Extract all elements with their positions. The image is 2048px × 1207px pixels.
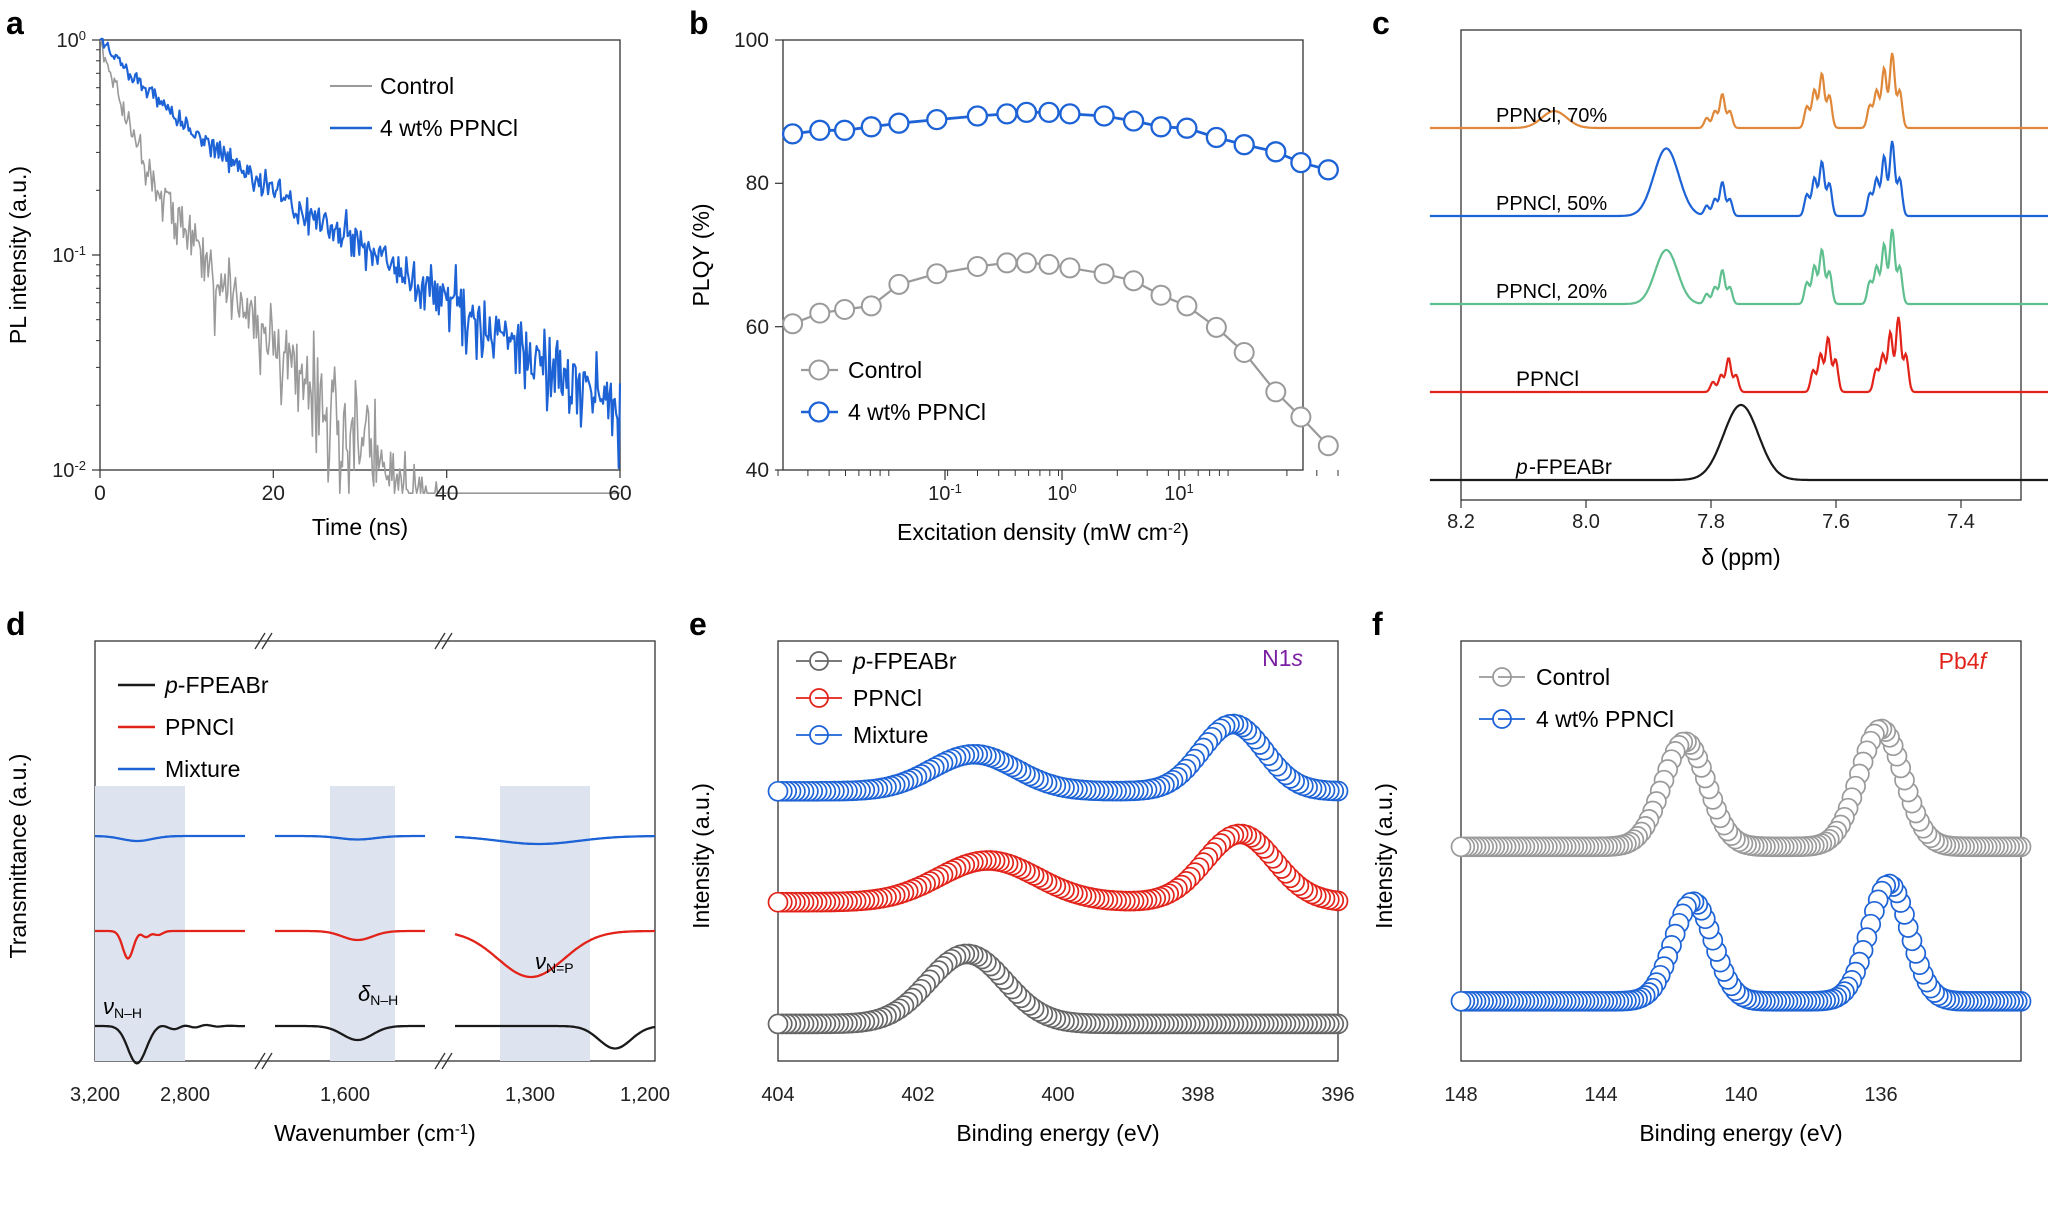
svg-text:p-FPEABr: p-FPEABr [852, 648, 957, 674]
svg-text:4 wt% PPNCl: 4 wt% PPNCl [848, 399, 986, 425]
svg-text:d: d [6, 606, 26, 642]
svg-text:Mixture: Mixture [165, 756, 240, 782]
svg-text:140: 140 [1724, 1084, 1757, 1106]
svg-text:1,200: 1,200 [620, 1084, 670, 1106]
svg-text:p: p [1515, 456, 1528, 479]
svg-text:Intensity (a.u.): Intensity (a.u.) [688, 783, 714, 929]
svg-text:p-FPEABr: p-FPEABr [164, 672, 269, 698]
svg-text:PLQY (%): PLQY (%) [688, 203, 714, 306]
svg-text:Binding energy (eV): Binding energy (eV) [956, 1120, 1159, 1146]
svg-text:f: f [1372, 606, 1383, 642]
svg-text:PPNCl, 20%: PPNCl, 20% [1496, 281, 1607, 303]
svg-text:4 wt% PPNCl: 4 wt% PPNCl [1536, 706, 1674, 732]
svg-text:Intensity (a.u.): Intensity (a.u.) [1371, 783, 1397, 929]
svg-text:Pb4f: Pb4f [1939, 648, 1989, 674]
svg-text:N1s: N1s [1262, 645, 1303, 671]
svg-text:8.0: 8.0 [1572, 511, 1600, 533]
svg-text:Mixture: Mixture [853, 722, 928, 748]
svg-text:b: b [689, 5, 709, 41]
svg-text:148: 148 [1444, 1084, 1477, 1106]
svg-text:7.4: 7.4 [1947, 511, 1975, 533]
svg-text:PPNCl: PPNCl [165, 714, 234, 740]
svg-text:8.2: 8.2 [1447, 511, 1475, 533]
svg-text:PL intensity (a.u.): PL intensity (a.u.) [5, 166, 31, 344]
svg-text:60: 60 [608, 482, 631, 505]
svg-text:396: 396 [1321, 1084, 1354, 1106]
svg-text:100: 100 [1047, 481, 1076, 505]
svg-text:1,300: 1,300 [505, 1084, 555, 1106]
svg-text:2,800: 2,800 [160, 1084, 210, 1106]
svg-text:7.8: 7.8 [1697, 511, 1725, 533]
svg-text:80: 80 [746, 172, 769, 195]
svg-text:7.6: 7.6 [1822, 511, 1850, 533]
svg-text:402: 402 [901, 1084, 934, 1106]
svg-text:Transmittance (a.u.): Transmittance (a.u.) [5, 754, 31, 959]
svg-text:3,200: 3,200 [70, 1084, 120, 1106]
svg-text:404: 404 [761, 1084, 794, 1106]
svg-text:100: 100 [734, 29, 769, 52]
svg-text:PPNCl, 50%: PPNCl, 50% [1496, 193, 1607, 215]
svg-text:Binding energy (eV): Binding energy (eV) [1639, 1120, 1842, 1146]
svg-text:PPNCl: PPNCl [1516, 368, 1579, 391]
svg-text:136: 136 [1864, 1084, 1897, 1106]
svg-text:10-2: 10-2 [52, 458, 86, 482]
svg-text:PPNCl: PPNCl [853, 685, 922, 711]
svg-text:40: 40 [435, 482, 458, 505]
svg-text:Control: Control [380, 73, 454, 99]
svg-text:60: 60 [746, 316, 769, 339]
svg-text:PPNCl, 70%: PPNCl, 70% [1496, 105, 1607, 127]
svg-text:Excitation density (mW cm-2): Excitation density (mW cm-2) [897, 519, 1189, 545]
svg-text:Wavenumber (cm-1): Wavenumber (cm-1) [274, 1120, 476, 1146]
svg-text:Control: Control [848, 357, 922, 383]
svg-text:144: 144 [1584, 1084, 1617, 1106]
svg-text:10-1: 10-1 [52, 243, 86, 267]
svg-text:4 wt% PPNCl: 4 wt% PPNCl [380, 115, 518, 141]
svg-text:101: 101 [1164, 481, 1193, 505]
svg-text:10-1: 10-1 [928, 481, 962, 505]
svg-text:40: 40 [746, 459, 769, 482]
svg-text:398: 398 [1181, 1084, 1214, 1106]
svg-text:a: a [6, 5, 24, 41]
svg-text:0: 0 [94, 482, 106, 505]
svg-text:400: 400 [1041, 1084, 1074, 1106]
svg-text:1,600: 1,600 [320, 1084, 370, 1106]
svg-text:100: 100 [57, 28, 86, 52]
svg-text:-FPEABr: -FPEABr [1529, 456, 1612, 479]
svg-text:e: e [689, 606, 707, 642]
svg-text:c: c [1372, 5, 1390, 41]
svg-text:20: 20 [262, 482, 285, 505]
svg-text:Control: Control [1536, 664, 1610, 690]
svg-text:δ (ppm): δ (ppm) [1701, 544, 1780, 570]
svg-text:Time (ns): Time (ns) [312, 514, 408, 540]
